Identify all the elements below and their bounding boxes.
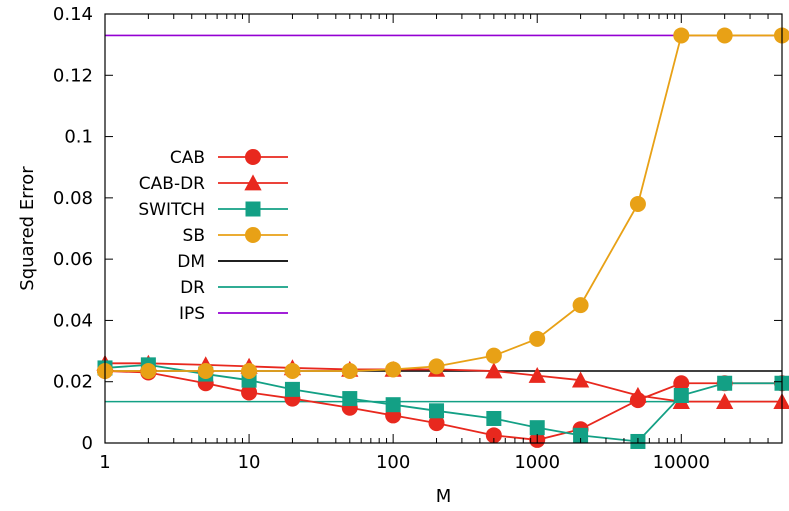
cab-dr-point [629,386,647,403]
axis-ticks [104,13,783,444]
x-tick-label: 1 [99,452,110,473]
y-tick-label: 0.08 [53,188,93,209]
switch-point [284,381,300,397]
switch-point [673,388,689,404]
legend-marker-switch [245,201,261,217]
sb-point [197,362,214,379]
sb-point [284,362,301,379]
y-axis-label: Squared Error [17,166,38,291]
switch-point [429,403,445,419]
switch-point [717,375,733,391]
y-tick-label: 0.1 [64,127,93,148]
switch-point [385,397,401,413]
legend-label-cab: CAB [170,148,205,168]
cab-point [485,427,502,444]
y-tick-label: 0.06 [53,249,93,270]
reference-lines [105,34,782,403]
legend-label-dr: DR [180,278,205,298]
y-tick-label: 0.12 [53,65,93,86]
x-tick-label: 1000 [514,452,560,473]
x-tick-label: 10 [238,452,261,473]
sb-point [241,362,258,379]
switch-point [342,391,358,407]
sb-point [485,347,502,364]
x-tick-label: 10000 [653,452,710,473]
sb-point [673,27,690,44]
legend-label-switch: SWITCH [138,200,205,220]
series-markers [96,27,789,449]
sb-point [529,330,546,347]
y-tick-label: 0.14 [53,4,93,25]
tick-labels: 0 0.02 0.04 0.06 0.08 0.1 0.12 0.14 1 10 100 1000 10… [53,4,710,473]
cab-dr-point [485,362,503,379]
legend: CAB CAB-DR SWITCH SB DM DR IPS [138,148,288,324]
cab-dr-point [716,393,734,409]
legend-label-sb: SB [183,226,205,246]
switch-point [529,420,545,436]
y-tick-label: 0.04 [53,310,93,331]
legend-label-dm: DM [177,252,205,272]
cab-dr-point [571,371,590,388]
sb-point [572,297,589,314]
x-tick-label: 100 [376,452,410,473]
sb-point [428,358,445,375]
legend-label-cab-dr: CAB-DR [139,174,205,194]
sb-point [385,361,402,378]
cab-point [241,384,258,401]
cab-point [673,375,690,392]
plot-frame [104,13,783,444]
legend-marker-sb [245,227,261,243]
sb-point [629,195,646,212]
switch-point [486,410,502,426]
legend-marker-cab-dr [244,174,262,191]
cab-dr-point [773,393,789,409]
legend-label-ips: IPS [179,304,205,324]
legend-marker-cab [245,149,261,165]
x-axis-label: M [436,486,452,507]
sb-line [105,34,782,372]
sb-point [716,27,733,44]
cab-point [428,415,445,432]
switch-point [573,427,589,443]
y-tick-label: 0.02 [53,372,93,393]
sb-point [140,362,157,379]
y-tick-label: 0 [82,433,93,454]
sb-point [341,362,358,379]
cab-dr-point [528,366,546,383]
